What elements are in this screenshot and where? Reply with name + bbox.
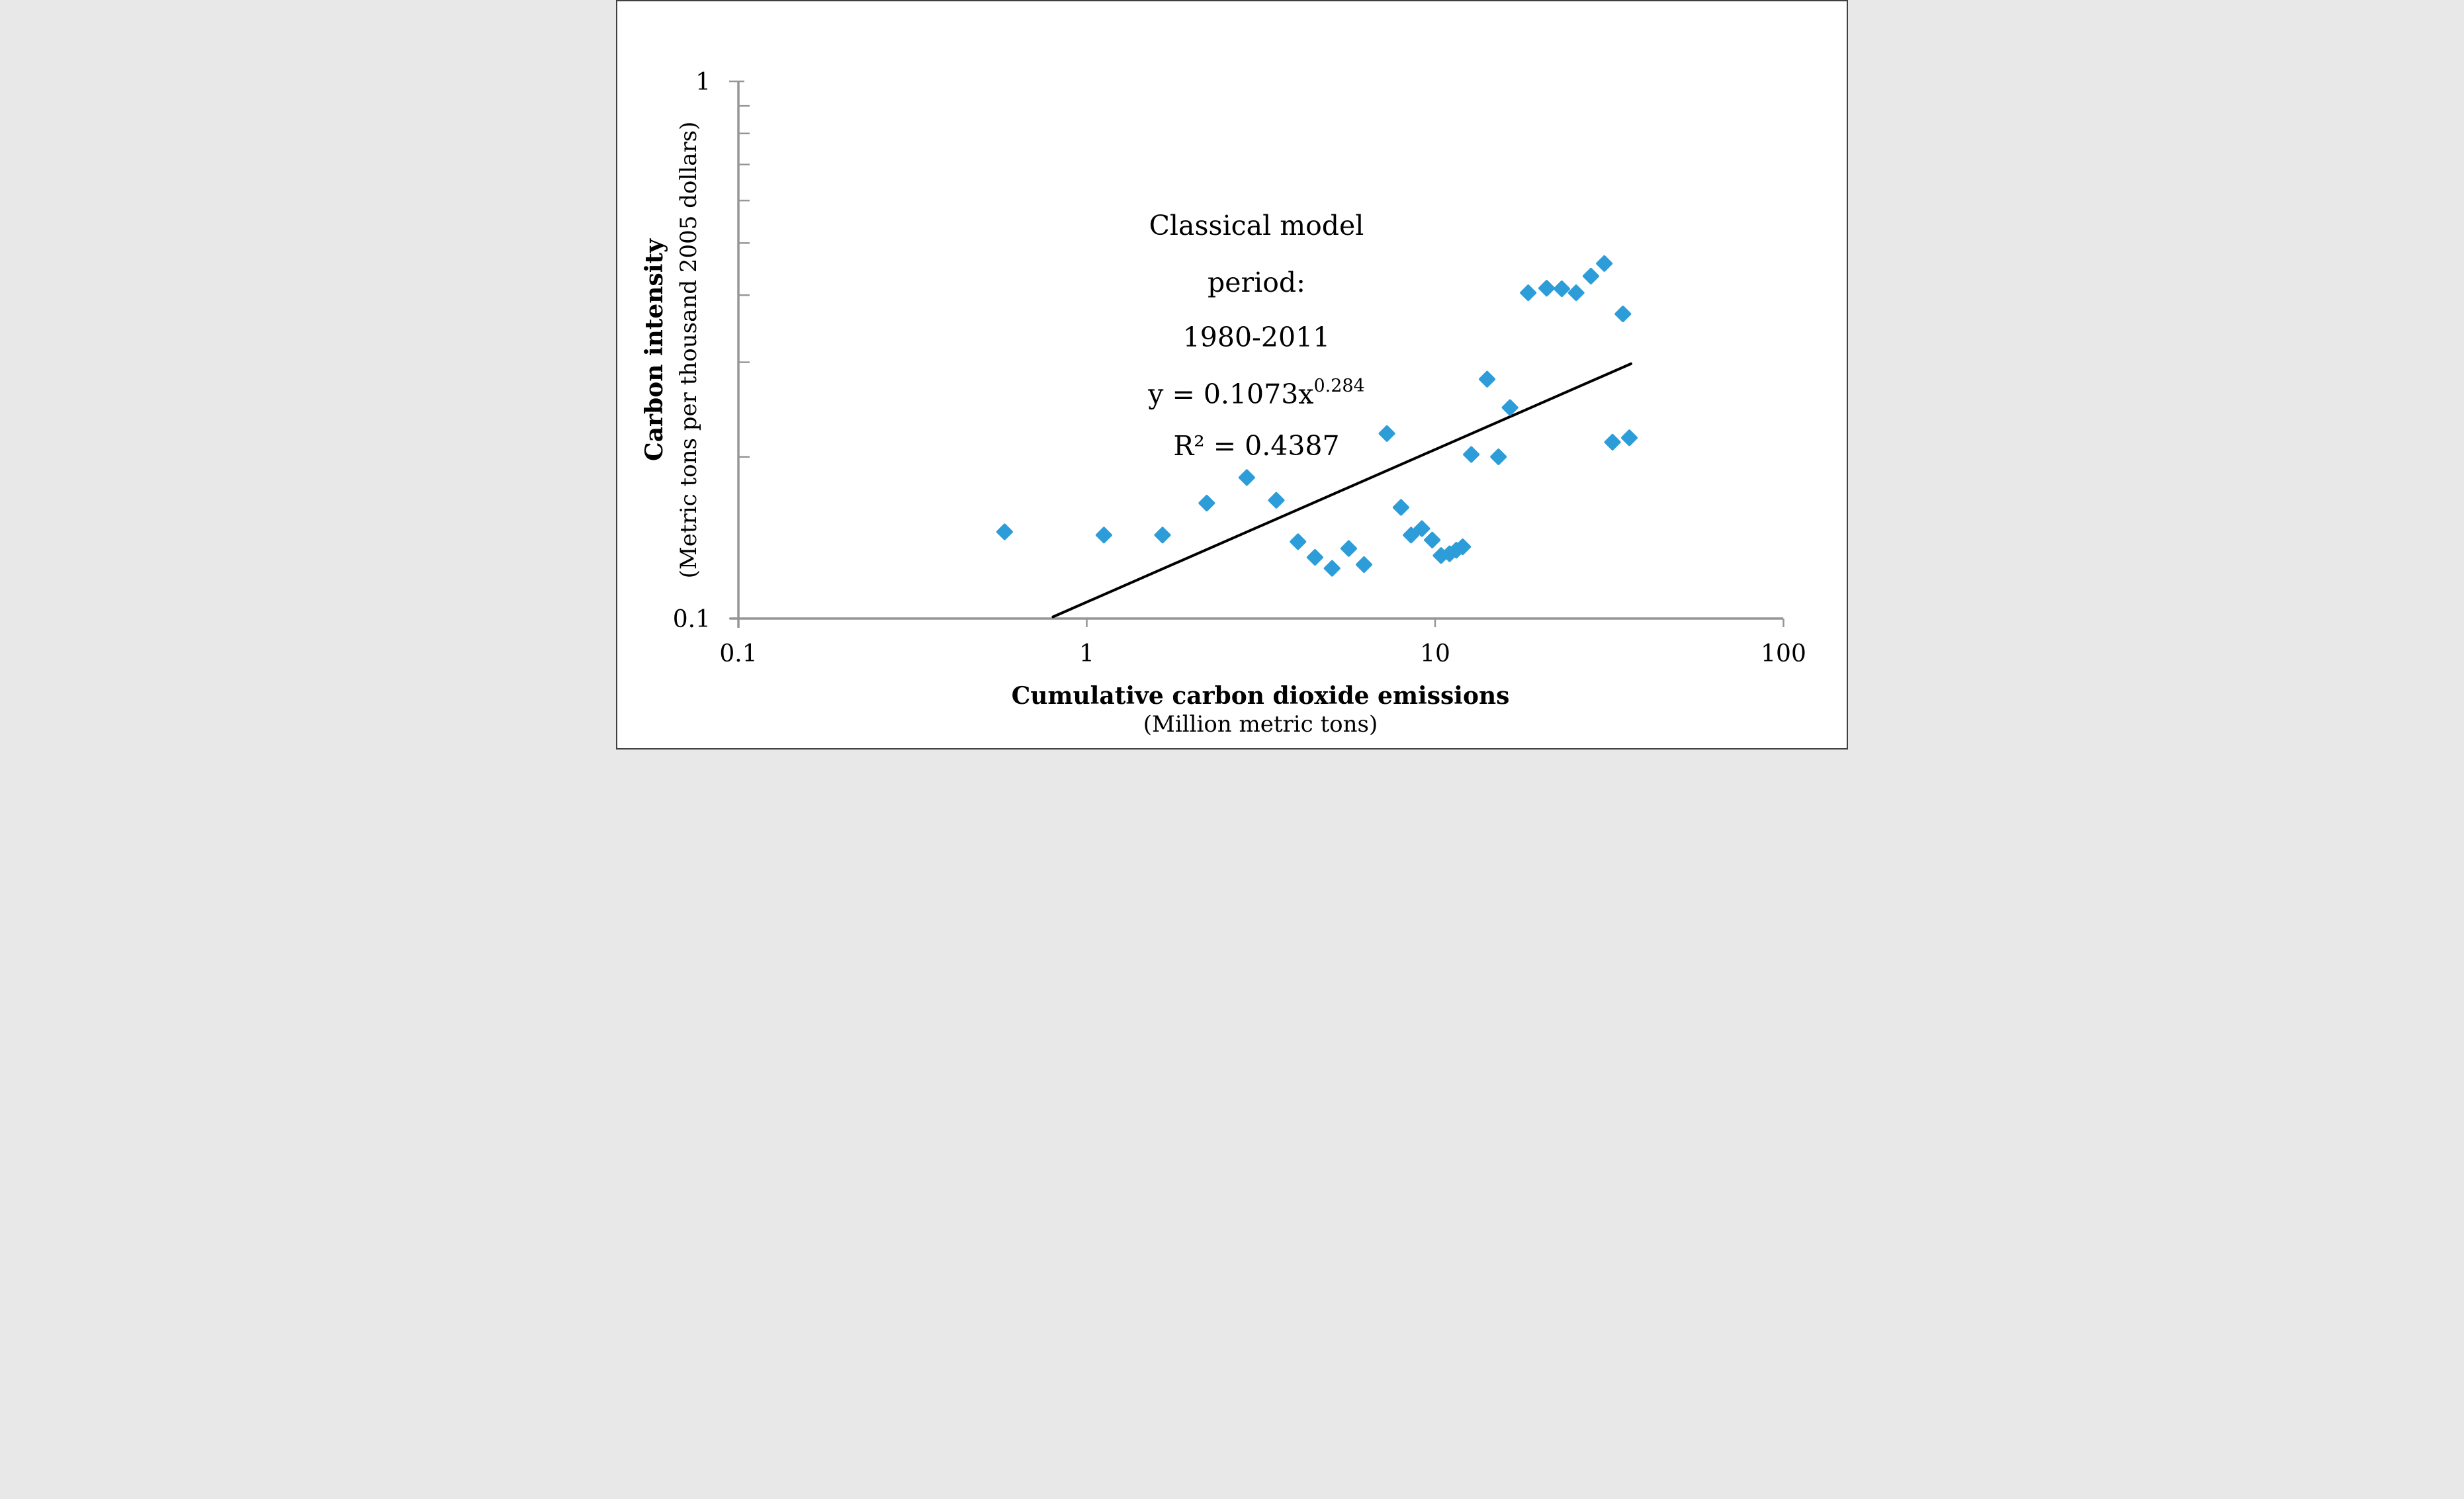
annotation-equation: y = 0.1073x0.284 (1147, 376, 1364, 410)
axis-ticks (729, 80, 1784, 627)
annotation-r-squared: R² = 0.4387 (1173, 430, 1339, 462)
data-point (1413, 520, 1430, 537)
data-point (1596, 255, 1613, 272)
data-point (1567, 284, 1585, 302)
data-point (1582, 267, 1599, 284)
equation-exponent: 0.284 (1313, 376, 1364, 396)
data-point (1553, 280, 1570, 298)
data-point (1290, 533, 1307, 550)
data-point (1621, 429, 1638, 447)
annotation-line-3: 1980-2011 (1183, 321, 1331, 353)
data-point (1378, 425, 1395, 442)
data-point (1154, 527, 1171, 544)
data-point (1520, 284, 1537, 302)
data-point (1614, 306, 1632, 323)
data-point (1356, 556, 1373, 573)
y-axis-subtitle: (Metric tons per thousand 2005 dollars) (676, 122, 702, 579)
data-point (1306, 548, 1323, 566)
data-points (996, 255, 1638, 577)
data-point (1198, 495, 1215, 512)
scatter-plot: 0.1 1 10 100 1 0.1 Classical model period: 19… (640, 69, 1806, 738)
y-tick-label: 0.1 (673, 606, 711, 633)
y-tick-label: 1 (695, 69, 711, 96)
data-point (1454, 538, 1472, 556)
data-point (1403, 527, 1420, 544)
axis-tick-labels: 0.1 1 10 100 1 0.1 (673, 69, 1806, 667)
data-point (1538, 280, 1556, 297)
x-tick-label: 0.1 (719, 640, 757, 667)
y-axis-title: Carbon intensity (640, 238, 668, 461)
x-tick-label: 1 (1079, 640, 1094, 667)
annotation-line-1: Classical model (1149, 210, 1364, 241)
equation-base: y = 0.1073x (1147, 378, 1313, 410)
data-point (1268, 492, 1285, 509)
data-point (1479, 370, 1496, 388)
data-point (996, 523, 1013, 540)
trendline (1051, 362, 1633, 619)
x-axis-title: Cumulative carbon dioxide emissions (1012, 682, 1510, 710)
data-point (1424, 531, 1441, 548)
x-tick-label: 100 (1761, 640, 1806, 667)
data-point (1323, 560, 1341, 577)
x-axis-subtitle: (Million metric tons) (1143, 711, 1378, 738)
annotation-line-2: period: (1208, 267, 1305, 298)
data-point (1463, 446, 1480, 463)
data-point (1490, 449, 1507, 466)
data-point (1340, 540, 1357, 557)
data-point (1238, 469, 1255, 486)
chart-figure: 0.1 1 10 100 1 0.1 Classical model period: 19… (616, 0, 1848, 750)
data-point (1501, 399, 1518, 416)
x-tick-label: 10 (1420, 640, 1450, 667)
data-point (1604, 433, 1621, 450)
data-point (1095, 527, 1112, 544)
data-point (1392, 499, 1409, 516)
annotation-block: Classical model period: 1980-2011 y = 0.… (1147, 210, 1364, 462)
